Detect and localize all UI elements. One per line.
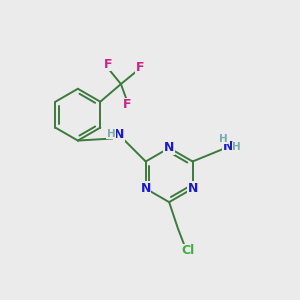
Text: F: F bbox=[103, 58, 112, 71]
Text: Cl: Cl bbox=[182, 244, 195, 257]
Text: N: N bbox=[188, 182, 198, 195]
Text: N: N bbox=[140, 182, 151, 195]
Text: F: F bbox=[136, 61, 144, 74]
Text: H: H bbox=[106, 128, 115, 139]
Text: H: H bbox=[232, 142, 241, 152]
Text: N: N bbox=[164, 141, 174, 154]
Text: N: N bbox=[114, 128, 124, 142]
Text: F: F bbox=[123, 98, 131, 111]
Text: N: N bbox=[223, 140, 233, 153]
Text: H: H bbox=[219, 134, 228, 143]
